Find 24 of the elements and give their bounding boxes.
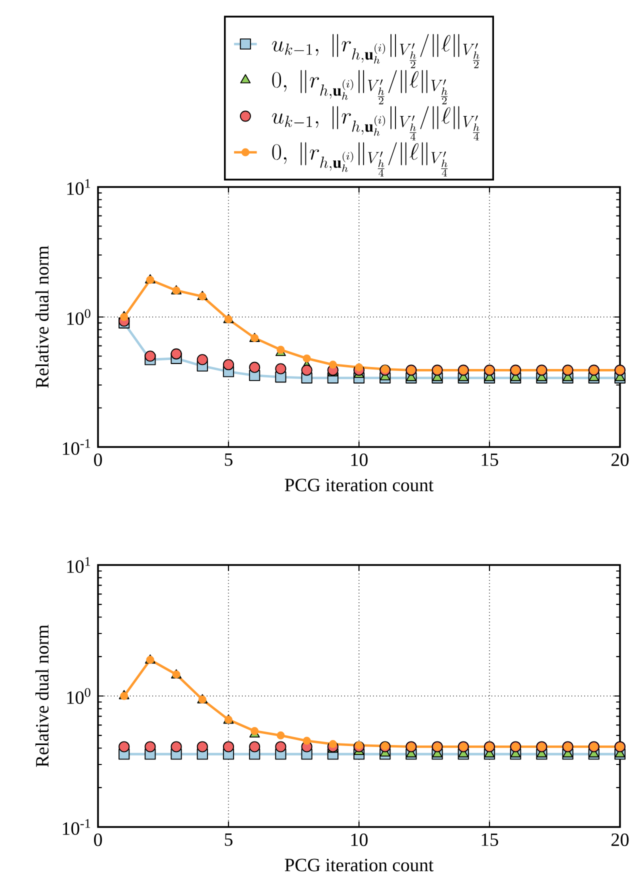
y-tick-label: 10$^{1}$ [67, 179, 90, 195]
x-tick-label: 0 [94, 453, 102, 466]
x-axis-title: PCG iteration count [284, 478, 434, 492]
x-tick-label: 15 [482, 833, 498, 846]
y-axis-title: Relative dual norm [35, 246, 49, 388]
legend-label: $u_{k-1},\ \|r_{h,\mathbf{u}_h^{(i)}}\|_{V'_{\frac{h}{2}}}/\|\ell\|_{V'_{\frac{h}{2}}}$ [272, 34, 480, 68]
x-tick-label: 5 [224, 833, 232, 846]
x-tick-label: 10 [351, 833, 368, 846]
x-tick-label: 20 [611, 833, 629, 846]
y-axis-title: Relative dual norm [35, 624, 49, 767]
x-tick-label: 20 [611, 453, 629, 466]
x-tick-label: 10 [351, 453, 368, 466]
legend-label: $0,\ \|r_{h,\mathbf{u}_h^{(i)}}\|_{V'_{\frac{h}{2}}}/\|\ell\|_{V'_{\frac{h}{2}}}$ [272, 70, 448, 104]
y-tick-label: 10$^{-1}$ [62, 819, 90, 835]
y-tick-label: 10$^{-1}$ [62, 439, 90, 455]
x-tick-label: 0 [94, 833, 102, 846]
y-tick-label: 10$^{0}$ [67, 688, 90, 704]
x-axis-title: PCG iteration count [284, 858, 434, 872]
y-tick-label: 10$^{1}$ [67, 557, 90, 573]
y-tick-label: 10$^{0}$ [67, 309, 90, 325]
legend-label: $0,\ \|r_{h,\mathbf{u}_h^{(i)}}\|_{V'_{\frac{h}{4}}}/\|\ell\|_{V'_{\frac{h}{4}}}$ [272, 142, 448, 176]
x-tick-label: 5 [224, 453, 232, 466]
legend-label: $u_{k-1},\ \|r_{h,\mathbf{u}_h^{(i)}}\|_{V'_{\frac{h}{4}}}/\|\ell\|_{V'_{\frac{h}{4}}}$ [272, 106, 480, 140]
x-tick-label: 15 [482, 453, 498, 466]
